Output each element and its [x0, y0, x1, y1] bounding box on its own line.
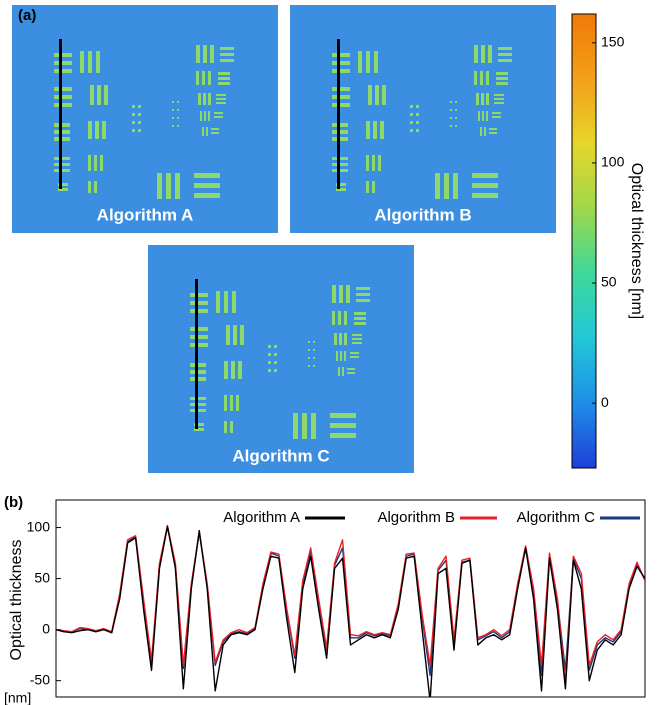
image-algorithm-b — [290, 5, 556, 233]
colorbar-tick-label: 100 — [601, 154, 625, 170]
panel-tag: (b) — [4, 494, 23, 511]
legend-label: Algorithm B — [377, 509, 455, 526]
y-axis-unit: [nm] — [4, 690, 31, 705]
image-panels: (a) Algorithm A Algorithm B Algorithm C — [12, 5, 556, 473]
plot-frame — [55, 499, 646, 698]
data-line — [56, 525, 645, 697]
colorbar: Optical thickness [nm] 0 50 100 150 — [571, 13, 645, 469]
y-tick-label: 50 — [34, 569, 50, 585]
line-chart: (b) Optical thickness [nm] -50 0 50 100 Algo… — [4, 494, 646, 705]
image-label: Algorithm C — [232, 446, 329, 465]
colorbar-tick-label: 0 — [601, 394, 609, 410]
colorbar-label: Optical thickness [nm] — [628, 163, 645, 320]
image-algorithm-a — [12, 5, 278, 233]
y-axis-title: Optical thickness — [8, 540, 25, 661]
y-tick-label: -50 — [30, 671, 50, 687]
image-label: Algorithm A — [97, 205, 194, 224]
legend-label: Algorithm C — [517, 509, 596, 526]
panel-tag: (a) — [18, 7, 36, 24]
image-algorithm-c — [148, 245, 414, 473]
colorbar-tick-label: 150 — [601, 34, 625, 50]
legend-label: Algorithm A — [223, 509, 300, 526]
colorbar-tick-label: 50 — [601, 274, 617, 290]
y-tick-label: 0 — [42, 620, 50, 636]
image-label: Algorithm B — [374, 205, 471, 224]
colorbar-scale — [571, 13, 597, 469]
y-tick-label: 100 — [27, 518, 51, 534]
